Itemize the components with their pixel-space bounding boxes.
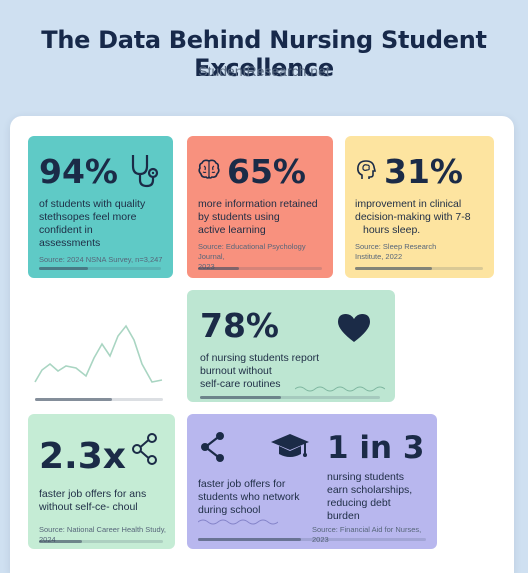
- heart-icon: [338, 314, 370, 342]
- stat-value: 94%: [39, 152, 118, 191]
- head-brain-icon: [357, 160, 377, 179]
- stat-description: more information retained by students us…: [198, 198, 318, 236]
- progress-bar: [200, 396, 380, 399]
- progress-bar: [39, 267, 161, 270]
- progress-bar: [198, 267, 322, 270]
- brain-icon: [198, 159, 220, 179]
- stat-value: 78%: [200, 306, 279, 345]
- sparkline-line: [34, 324, 163, 383]
- progress-bar: [355, 267, 483, 270]
- stethoscope-icon: [131, 155, 159, 188]
- card-active-learning: 65% more information retained by student…: [187, 136, 333, 278]
- stat-value: 1 in 3: [327, 430, 425, 466]
- card-sleep: 31% improvement in clinical decision-mak…: [345, 136, 494, 278]
- scholarships-description: nursing students earn scholarships, redu…: [327, 471, 413, 522]
- card-stethoscope: 94% of students with quality stethsopes …: [28, 136, 173, 278]
- stat-description: improvement in clinical decision-making …: [355, 198, 471, 236]
- sparkline-chart: [34, 324, 163, 383]
- card-networking-scholarships: 1 in 3 faster job offers for students wh…: [187, 414, 437, 549]
- stat-source: Source: Sleep Research Institute, 2022: [355, 242, 437, 261]
- stat-description: of students with quality stethsopes feel…: [39, 198, 146, 249]
- stat-source: Source: Educational Psychology Journal, …: [198, 242, 306, 271]
- card-burnout: 78% of nursing students report burnout w…: [187, 290, 395, 402]
- stat-value: 65%: [227, 152, 306, 191]
- wave-decoration: [295, 386, 385, 392]
- wave-decoration: [198, 519, 278, 525]
- progress-bar: [198, 538, 426, 541]
- stat-source: Source: Financial Aid for Nurses, 2023: [312, 525, 422, 544]
- page-subtitle: StudentResearch.net: [198, 63, 330, 79]
- stat-value: 2.3x: [39, 436, 126, 477]
- stat-description: faster job offers for ans without self-c…: [39, 488, 147, 513]
- graduation-cap-icon: [271, 434, 309, 457]
- stat-source: Source: 2024 NSNA Survey, n=3,247: [39, 255, 163, 264]
- progress-bar: [39, 540, 163, 543]
- stat-value: 31%: [384, 152, 463, 191]
- card-job-offers: 2.3x faster job offers for ans without s…: [28, 414, 175, 549]
- page-title: The Data Behind Nursing Student Excellen…: [41, 26, 487, 82]
- stat-source: Source: National Career Health Study, 20…: [39, 525, 167, 544]
- stat-description: of nursing students report burnout witho…: [200, 352, 320, 390]
- networking-description: faster job offers for students who netwo…: [198, 478, 300, 516]
- network-share-icon: [201, 432, 224, 462]
- share-icon: [132, 433, 157, 465]
- sparkline-progress-bar: [35, 398, 163, 401]
